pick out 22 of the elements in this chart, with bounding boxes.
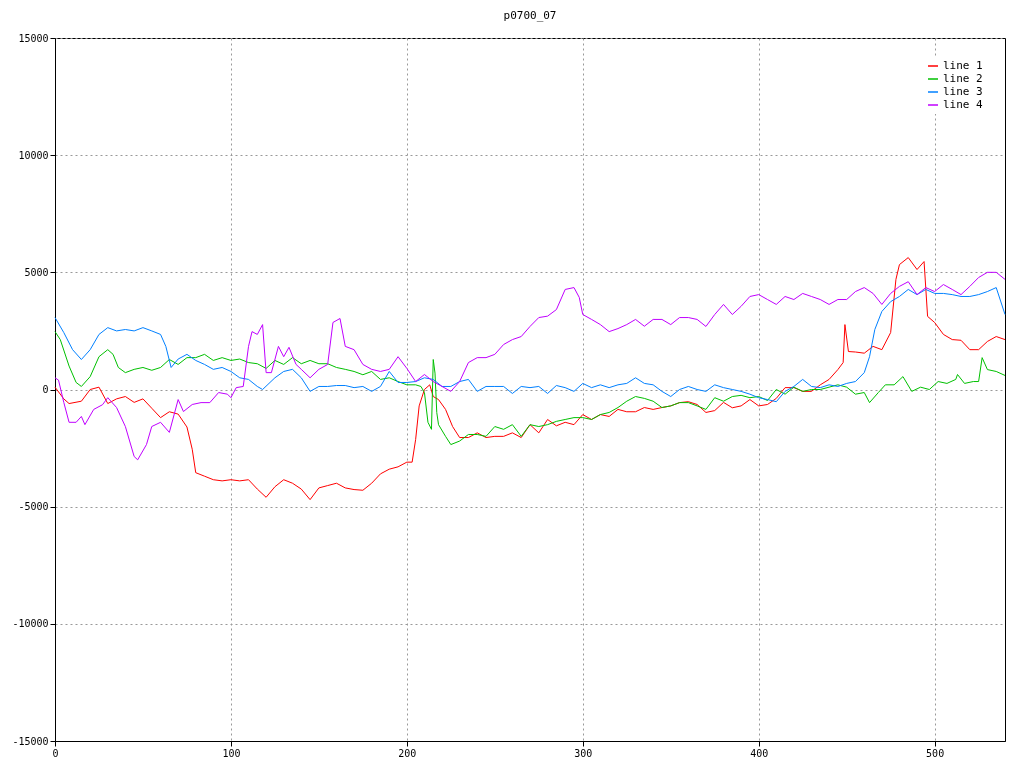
x-tick-label: 500 [926, 747, 945, 759]
line-series [54, 287, 1006, 403]
legend-label: line 2 [943, 72, 983, 85]
x-tick-label: 200 [398, 747, 417, 759]
legend-label: line 3 [943, 85, 983, 98]
y-tick-label: 10000 [18, 149, 49, 161]
y-tick-label: -15000 [12, 735, 49, 747]
legend-label: line 4 [943, 98, 984, 111]
y-tick-label: -5000 [18, 501, 49, 513]
y-tick-label: 5000 [24, 266, 49, 278]
x-tick-label: 100 [222, 747, 241, 759]
line-series [54, 257, 1006, 501]
y-tick-label: 15000 [18, 32, 49, 44]
line-series [54, 271, 1006, 461]
chart-title: p0700_07 [503, 9, 557, 22]
x-tick-label: 0 [52, 747, 59, 759]
line-series [54, 331, 1006, 446]
y-tick-label: 0 [42, 384, 49, 395]
legend-label: line 1 [943, 59, 983, 72]
y-tick-label: -10000 [12, 618, 49, 630]
x-tick-label: 400 [750, 747, 769, 759]
x-tick-label: 300 [574, 747, 593, 759]
